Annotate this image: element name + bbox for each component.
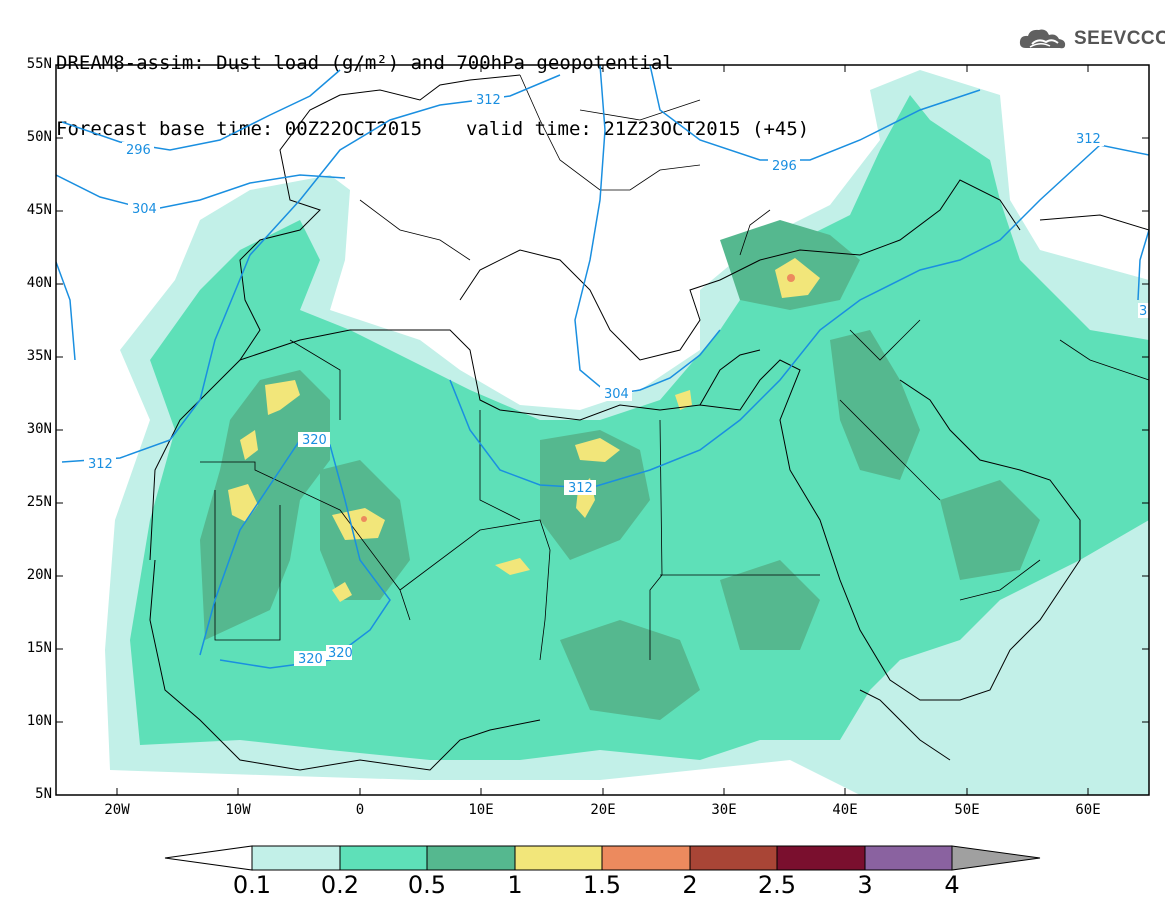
dust-region-high [720, 560, 820, 650]
dust-region-max [787, 274, 795, 282]
lat-label: 40N [26, 275, 52, 291]
lat-label: 55N [26, 56, 52, 72]
lat-label: 50N [26, 129, 52, 145]
colorbar-swatch [777, 846, 865, 870]
dust-region-max [361, 516, 367, 522]
colorbar-swatch [340, 846, 427, 870]
contour-label: 320 [298, 652, 323, 667]
cloud-icon [1019, 29, 1066, 49]
contour-label: 304 [132, 202, 157, 217]
colorbar-label: 2.5 [757, 871, 797, 899]
colorbar-label: 3 [857, 871, 873, 899]
contour-label: 320 [328, 646, 353, 661]
contour-east-edge [1137, 229, 1149, 301]
contour-label: 320 [302, 433, 327, 448]
coastlines [149, 74, 1149, 771]
seevccc-logo: SEEVCCC [1018, 26, 1165, 52]
lat-label: 25N [26, 494, 52, 510]
contour-304-central [574, 65, 721, 396]
dust-region-peak [495, 558, 530, 575]
dust-region-peak [775, 258, 820, 298]
lon-ticks [116, 65, 1089, 795]
lon-label: 20E [590, 802, 616, 818]
lat-ticks [56, 64, 1149, 723]
dust-region-peak [240, 430, 258, 460]
dust-region-peak [575, 438, 620, 462]
colorbar-swatch [690, 846, 777, 870]
contour-label: 296 [772, 159, 797, 174]
colorbar-swatch [252, 846, 340, 870]
logo-text: SEEVCCC [1074, 28, 1165, 49]
contour-label: 304 [604, 387, 629, 402]
dust-region-peak [332, 508, 385, 540]
valid-time: valid time: 21Z23OCT2015 (+45) [466, 118, 810, 140]
contour-label: 312 [476, 93, 501, 108]
lon-label: 10E [468, 802, 494, 818]
colorbar-max-arrow [951, 845, 1041, 871]
lat-label: 20N [26, 567, 52, 583]
dust-region-high [830, 330, 920, 480]
contour-label: 312 [568, 481, 593, 496]
dust-region-high [940, 480, 1040, 580]
dust-region-high [200, 370, 330, 640]
colorbar-label: 0.1 [232, 871, 272, 899]
lat-label: 10N [26, 713, 52, 729]
contour-label: 296 [126, 143, 151, 158]
contour-304-west [56, 174, 346, 211]
country-borders [200, 74, 1149, 661]
dust-region-peak [265, 380, 300, 415]
lat-label: 45N [26, 202, 52, 218]
dust-field [56, 65, 1149, 795]
contour-label: 312 [1076, 132, 1101, 147]
lon-label: 20W [104, 802, 130, 818]
dust-region-peak [228, 484, 258, 522]
colorbar-swatch [515, 846, 602, 870]
forecast-base-time: Forecast base time: 00Z22OCT2015 [56, 118, 423, 140]
lon-label: 40E [832, 802, 858, 818]
contour-312-far-west [56, 261, 76, 361]
contour-label: 312 [88, 457, 113, 472]
lon-label: 0 [355, 802, 365, 818]
lat-label: 15N [26, 640, 52, 656]
contour-296-west [61, 69, 341, 151]
colorbar-label: 4 [944, 871, 960, 899]
dust-region-high [560, 620, 700, 720]
map-title: DREAM8-assim: Dust load (g/m²) and 700hP… [56, 8, 809, 162]
colorbar-label: 1.5 [582, 871, 622, 899]
colorbar-label: 1 [507, 871, 523, 899]
colorbar-swatch [602, 846, 690, 870]
lon-label: 50E [954, 802, 980, 818]
colorbar-min-arrow [164, 845, 253, 871]
contour-label-group: 296 304 312 320 320 320 312 304 296 312 … [84, 92, 1149, 667]
colorbar-label: 2 [682, 871, 698, 899]
lat-label: 30N [26, 421, 52, 437]
colorbar-swatch [865, 846, 952, 870]
lat-label: 5N [35, 786, 52, 802]
lat-label: 35N [26, 348, 52, 364]
colorbar-swatch [427, 846, 515, 870]
contour-label: 3 [1139, 304, 1147, 319]
dust-region-peak [332, 582, 352, 602]
colorbar [164, 845, 1041, 871]
contour-312-central [449, 144, 1149, 489]
lon-label: 60E [1075, 802, 1101, 818]
title-line-1: DREAM8-assim: Dust load (g/m²) and 700hP… [56, 52, 674, 74]
lon-label: 10W [225, 802, 251, 818]
dust-region-peak [675, 390, 692, 410]
colorbar-label: 0.5 [407, 871, 447, 899]
lon-label: 30E [711, 802, 737, 818]
colorbar-label: 0.2 [320, 871, 360, 899]
